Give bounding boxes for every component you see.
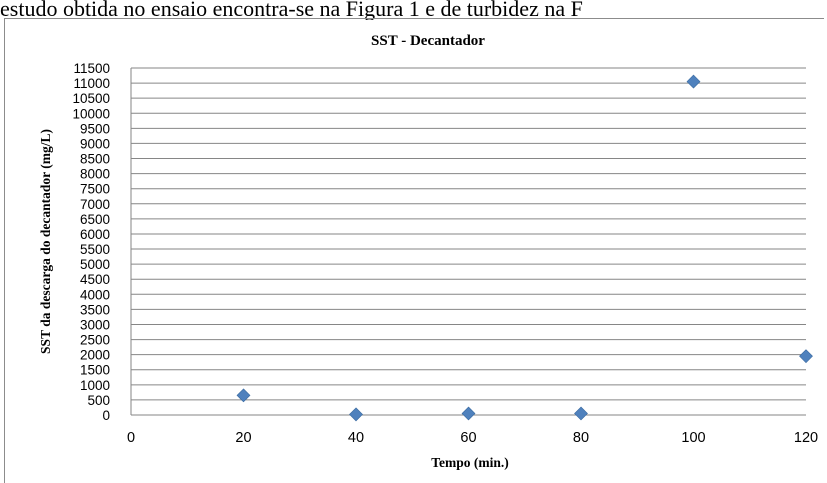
data-point <box>799 349 813 364</box>
data-point <box>349 407 363 422</box>
x-tick-label: 80 <box>573 430 589 446</box>
y-tick-label: 0 <box>102 408 110 423</box>
y-tick-label: 1500 <box>80 363 110 378</box>
x-tick-label: 40 <box>348 430 364 446</box>
y-tick-label: 2500 <box>80 333 110 348</box>
y-tick-label: 11000 <box>73 76 110 91</box>
data-points <box>236 74 813 422</box>
y-tick-label: 5000 <box>80 257 110 272</box>
gridlines <box>131 67 806 401</box>
y-tick-label: 3500 <box>80 302 110 317</box>
y-tick-label: 8500 <box>80 152 110 167</box>
y-axis-title: SST da descarga do decantador (mg/L) <box>38 129 53 354</box>
y-tick-label: 4000 <box>80 287 110 302</box>
x-axis-title: Tempo (min.) <box>431 455 509 470</box>
x-tick-label: 120 <box>794 430 818 446</box>
y-tick-label: 3000 <box>80 317 110 332</box>
x-tick-label: 0 <box>127 430 135 446</box>
y-tick-label: 6500 <box>80 212 110 227</box>
x-tick-labels: 0 20 40 60 80 100 120 <box>127 430 818 446</box>
x-tick-label: 20 <box>235 430 251 446</box>
chart-title: SST - Decantador <box>371 33 485 49</box>
y-tick-label: 10500 <box>72 91 110 106</box>
data-point <box>574 406 588 421</box>
data-point <box>236 388 251 403</box>
x-tick-label: 60 <box>460 430 476 446</box>
y-tick-label: 8000 <box>80 167 110 182</box>
y-tick-label: 1000 <box>80 378 110 393</box>
y-tick-label: 9000 <box>80 136 110 151</box>
x-tick-label: 100 <box>681 430 705 446</box>
y-tick-label: 10000 <box>72 106 110 121</box>
y-tick-label: 11500 <box>73 61 110 76</box>
y-tick-label: 9500 <box>80 121 110 136</box>
y-tick-label: 4500 <box>80 272 110 287</box>
y-tick-label: 500 <box>87 393 110 408</box>
y-tick-label: 6000 <box>80 227 110 242</box>
y-tick-label: 2000 <box>80 348 110 363</box>
y-tick-labels: 0500100015002000250030003500400045005000… <box>72 61 110 423</box>
data-point <box>461 406 476 421</box>
chart-frame <box>4 18 824 483</box>
y-tick-label: 5500 <box>80 242 110 257</box>
data-point <box>686 74 701 89</box>
document-text-line: estudo obtida no ensaio encontra-se na F… <box>0 0 583 20</box>
y-tick-label: 7000 <box>80 197 110 212</box>
y-tick-label: 7500 <box>80 182 110 197</box>
